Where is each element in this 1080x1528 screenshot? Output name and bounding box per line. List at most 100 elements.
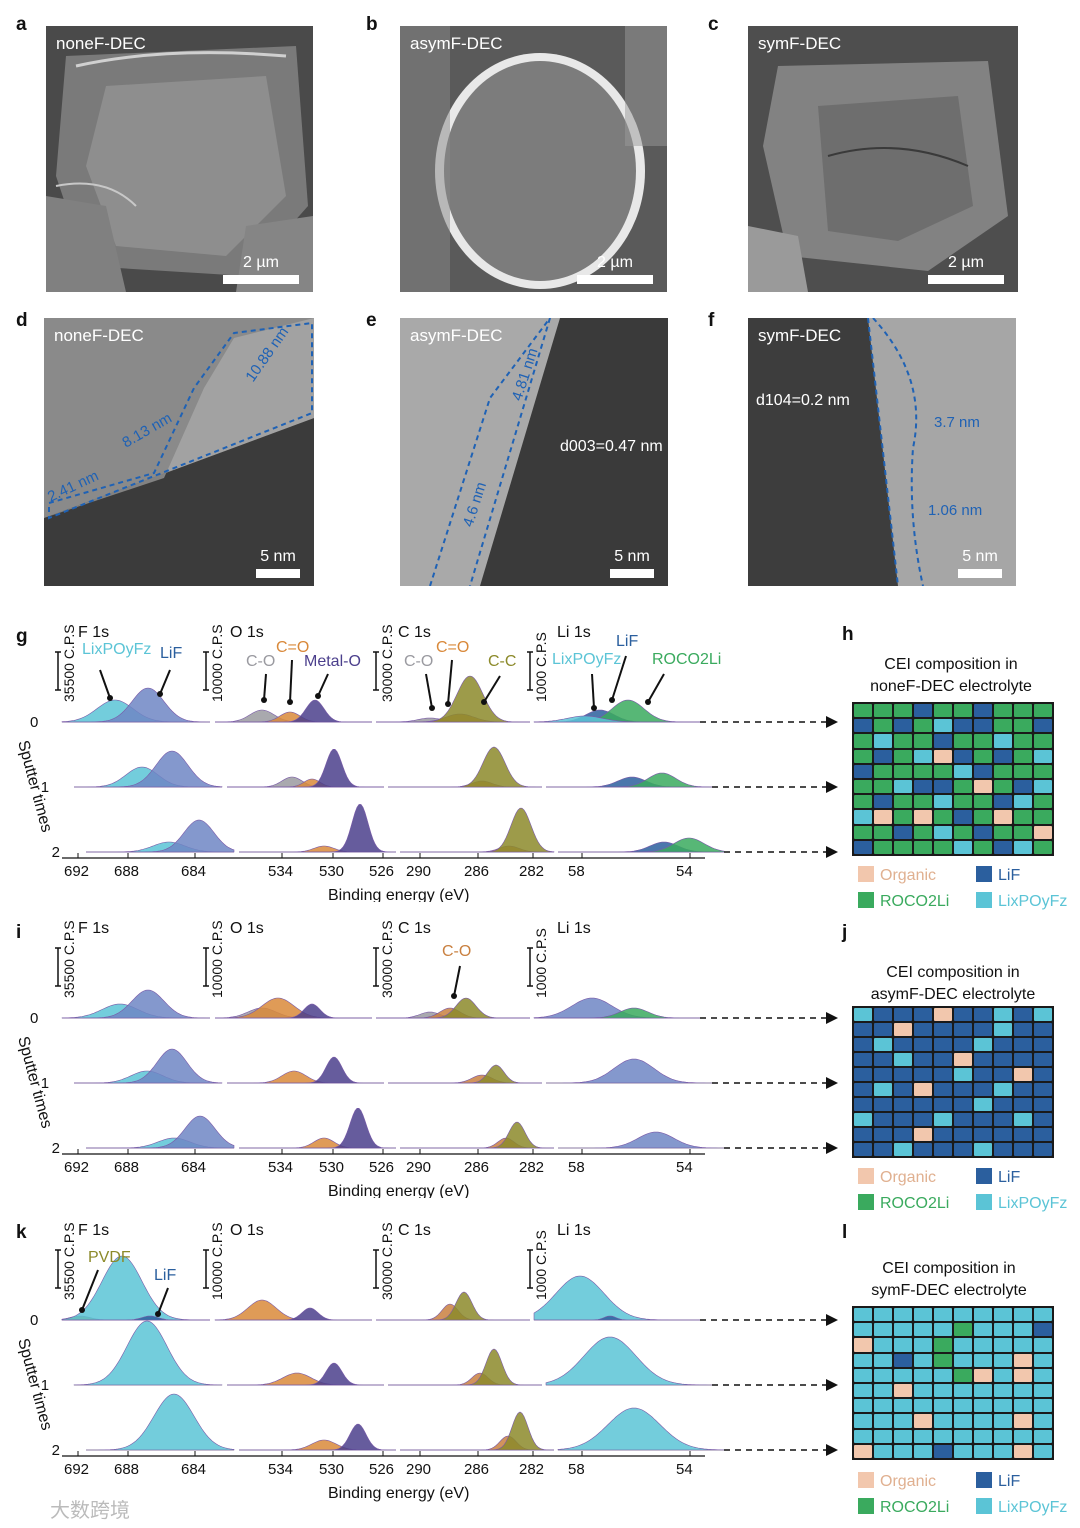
cei-cell — [954, 1444, 972, 1458]
xps-g-anno-arrowtip-3 — [287, 699, 293, 705]
xps-k-peak-1-1 — [227, 1372, 384, 1386]
xps-g-anno-arrow-2 — [263, 673, 267, 701]
cei-cell — [874, 1383, 892, 1398]
cei-cell — [874, 1308, 892, 1322]
xps-g-anno-6: C=O — [436, 639, 469, 656]
cei-cell — [954, 840, 972, 854]
cei-cell — [874, 840, 892, 854]
xps-i-peak-2-5 — [400, 1121, 554, 1149]
cei-cell — [954, 795, 972, 809]
cei-cell — [954, 1068, 972, 1081]
cei-cell — [934, 1429, 952, 1443]
xps-g-xtick-1: 688 — [114, 863, 139, 880]
cei-cell — [1034, 1098, 1052, 1111]
cei-cell — [994, 734, 1012, 748]
cei-cell — [1034, 734, 1052, 748]
xps-g-peak-0-10 — [533, 715, 700, 723]
cei-cell — [874, 1128, 892, 1141]
cei-cell — [954, 825, 972, 839]
xps-i-xtick-0: 692 — [64, 1159, 89, 1176]
xps-g-anno-1: LiF — [160, 645, 182, 662]
xps-g-anno-arrowtip-6 — [445, 701, 451, 707]
xps-k-xlabel: Binding energy (eV) — [328, 1485, 469, 1502]
cei-cell — [974, 704, 992, 718]
tem-image-symf: symF-DEC d104=0.2 nm 3.7 nm 1.06 nm 5 nm — [748, 318, 1016, 586]
xps-i-xtick-1: 688 — [114, 1159, 139, 1176]
cei-cell — [974, 1143, 992, 1156]
cei-cell — [854, 749, 872, 763]
xps-g-anno-arrowtip-5 — [429, 705, 435, 711]
cei-cell — [854, 1323, 872, 1337]
cei-cell — [974, 810, 992, 824]
xps-k-ytick-1: 1 — [41, 1377, 49, 1394]
legend-j-roco2li: ROCO2Li — [858, 1194, 949, 1213]
cei-cell — [914, 1023, 932, 1036]
cei-title-h: CEI composition in noneF-DEC electrolyte — [836, 654, 1066, 698]
cei-cell — [954, 1308, 972, 1322]
cei-cell — [1034, 1068, 1052, 1081]
cei-cell — [854, 825, 872, 839]
cei-cell — [914, 1083, 932, 1096]
xps-k-peak-1-5 — [545, 1336, 712, 1386]
cei-cell — [954, 1383, 972, 1398]
cei-cell — [974, 1068, 992, 1081]
cei-cell — [974, 1383, 992, 1398]
xps-i-arrowhead-1 — [826, 1077, 838, 1089]
panel-letter-a: a — [16, 14, 27, 35]
cei-cell — [974, 1414, 992, 1428]
cei-cell — [994, 1113, 1012, 1126]
cei-cell — [914, 1098, 932, 1111]
cei-cell — [1014, 825, 1032, 839]
xps-k-anno-0: PVDF — [88, 1249, 131, 1266]
xps-i-scale-1: 10000 C.P.S — [209, 920, 225, 998]
cei-cell — [1034, 1308, 1052, 1322]
cei-cell — [994, 1038, 1012, 1051]
xps-g-peak-1-1 — [74, 750, 223, 788]
legend-h-lif: LiF — [976, 866, 1020, 885]
cei-cell — [994, 1368, 1012, 1382]
cei-cell — [1034, 704, 1052, 718]
tem-caption-symf: symF-DEC — [758, 326, 842, 345]
cei-cell — [894, 1008, 912, 1021]
cei-cell — [1014, 1353, 1032, 1367]
cei-cell — [934, 1128, 952, 1141]
cei-cell — [934, 719, 952, 733]
cei-cell — [894, 1444, 912, 1458]
cei-cell — [1014, 1414, 1032, 1428]
cei-cell — [934, 764, 952, 778]
cei-cell — [854, 1083, 872, 1096]
xps-k-region-1: O 1s — [230, 1222, 264, 1239]
cei-cell — [914, 1143, 932, 1156]
cei-cell — [894, 1399, 912, 1413]
cei-cell — [974, 1323, 992, 1337]
cei-cell — [854, 1444, 872, 1458]
cei-cell — [914, 1068, 932, 1081]
xps-k-anno-1: LiF — [154, 1267, 176, 1284]
cei-cell — [894, 1143, 912, 1156]
xps-g-scale-1: 10000 C.P.S — [209, 624, 225, 702]
xps-k-xtick-9: 58 — [568, 1461, 585, 1478]
legend-j-organic: Organic — [858, 1168, 936, 1187]
tem-texture-symf — [748, 318, 1016, 586]
xps-g-xtick-7: 286 — [464, 863, 489, 880]
xps-g-xtick-10: 54 — [676, 863, 693, 880]
cei-cell — [894, 1113, 912, 1126]
cei-cell — [874, 719, 892, 733]
cei-cell — [894, 1323, 912, 1337]
xps-i-scale-3: 1000 C.P.S — [533, 928, 549, 998]
xps-i-region-3: Li 1s — [557, 920, 591, 937]
cei-cell — [934, 810, 952, 824]
cei-cell — [954, 734, 972, 748]
xps-k-xtick-8: 282 — [519, 1461, 544, 1478]
cei-cell — [954, 1023, 972, 1036]
cei-cell — [854, 734, 872, 748]
cei-cell — [974, 1338, 992, 1352]
cei-cell — [914, 1128, 932, 1141]
cei-cell — [994, 1098, 1012, 1111]
cei-cell — [1034, 1414, 1052, 1428]
xps-i-peak-2-6 — [558, 1131, 724, 1149]
cei-cell — [974, 1083, 992, 1096]
cei-cell — [894, 1068, 912, 1081]
cei-cell — [894, 719, 912, 733]
xps-g-anno-arrow-7 — [483, 675, 501, 703]
